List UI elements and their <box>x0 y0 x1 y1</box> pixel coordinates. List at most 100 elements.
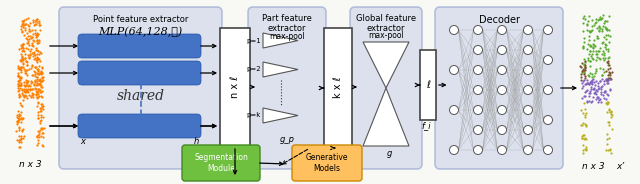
Polygon shape <box>263 62 298 77</box>
Point <box>36 102 47 105</box>
Point <box>22 23 33 26</box>
Point <box>604 67 614 70</box>
Point <box>28 36 38 39</box>
Point <box>596 100 606 103</box>
Circle shape <box>474 66 483 75</box>
Point <box>29 29 40 32</box>
Point <box>595 98 605 100</box>
Point <box>37 127 47 130</box>
Point <box>590 21 600 24</box>
Point <box>36 86 47 89</box>
Point <box>14 139 24 142</box>
Point <box>582 47 592 50</box>
Point <box>26 96 36 99</box>
Point <box>602 80 612 83</box>
Point <box>16 43 26 46</box>
Point <box>29 72 40 75</box>
Point <box>584 82 594 85</box>
Point <box>603 67 613 70</box>
Point <box>15 138 26 141</box>
Point <box>23 80 33 83</box>
Point <box>35 29 45 32</box>
Point <box>17 61 28 64</box>
Point <box>20 37 31 40</box>
Point <box>580 115 590 118</box>
Point <box>591 96 602 99</box>
Point <box>31 81 42 84</box>
Point <box>13 121 23 123</box>
Point <box>28 38 38 41</box>
Point <box>580 75 590 78</box>
Point <box>598 94 608 97</box>
Point <box>35 113 45 116</box>
Point <box>13 118 23 121</box>
Point <box>36 80 47 83</box>
Point <box>24 24 35 27</box>
Point <box>582 28 593 31</box>
Point <box>36 95 47 98</box>
Point <box>579 62 589 65</box>
Point <box>19 18 29 21</box>
Point <box>600 45 610 48</box>
Point <box>24 56 34 59</box>
Point <box>32 40 42 43</box>
Point <box>15 117 25 120</box>
Text: k x ℓ: k x ℓ <box>333 76 343 98</box>
Point <box>33 42 43 45</box>
Point <box>580 107 590 110</box>
Point <box>12 114 22 117</box>
Point <box>22 37 32 40</box>
Point <box>16 104 26 107</box>
Point <box>18 66 28 69</box>
Point <box>13 75 24 77</box>
Circle shape <box>497 66 506 75</box>
Point <box>35 60 45 63</box>
Polygon shape <box>363 42 409 88</box>
Point <box>579 138 589 141</box>
Point <box>33 117 43 120</box>
Point <box>600 90 611 93</box>
Point <box>33 93 44 96</box>
Point <box>582 82 593 85</box>
Circle shape <box>449 105 458 114</box>
Point <box>576 73 586 76</box>
Point <box>595 57 605 60</box>
Text: MLP(64,128,ℓ): MLP(64,128,ℓ) <box>99 26 182 37</box>
Point <box>31 32 42 35</box>
Point <box>598 56 608 59</box>
Point <box>601 149 611 152</box>
Point <box>602 82 612 85</box>
Point <box>33 129 43 132</box>
Point <box>602 101 612 104</box>
Point <box>32 77 42 80</box>
Bar <box>324 28 352 146</box>
Point <box>596 93 606 96</box>
Point <box>18 22 28 25</box>
Point <box>592 55 602 58</box>
Point <box>33 78 44 81</box>
Point <box>13 89 23 92</box>
Circle shape <box>449 66 458 75</box>
Point <box>35 79 45 82</box>
Point <box>24 29 35 32</box>
Point <box>584 34 595 37</box>
Point <box>577 70 588 73</box>
Circle shape <box>543 146 552 155</box>
Circle shape <box>497 146 506 155</box>
Point <box>31 89 42 92</box>
Point <box>594 25 604 28</box>
Point <box>590 92 600 95</box>
Point <box>602 132 612 135</box>
FancyBboxPatch shape <box>350 7 422 169</box>
Point <box>589 86 599 89</box>
Point <box>29 83 40 86</box>
Point <box>30 74 40 77</box>
Point <box>586 29 596 32</box>
Point <box>19 59 29 62</box>
Point <box>602 143 612 146</box>
Point <box>579 72 589 75</box>
Point <box>26 43 36 46</box>
Point <box>16 84 26 87</box>
Point <box>19 80 29 83</box>
Point <box>17 57 28 60</box>
